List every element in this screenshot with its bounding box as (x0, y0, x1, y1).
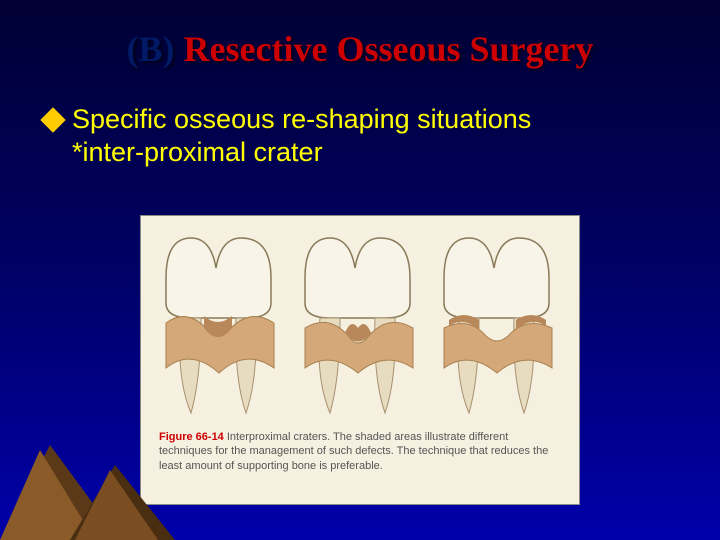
teeth-row (141, 216, 579, 426)
bullet-subtext: *inter-proximal crater (72, 137, 720, 168)
diamond-icon (40, 107, 65, 132)
mountain-decoration (0, 420, 200, 540)
slide-title: (B) Resective Osseous Surgery (0, 0, 720, 70)
tooth-pair-2 (295, 228, 425, 418)
figure-caption: Figure 66-14 Interproximal craters. The … (141, 426, 579, 481)
mountain-icon (75, 470, 158, 540)
tooth-pair-3 (434, 228, 564, 418)
figure-panel: Figure 66-14 Interproximal craters. The … (140, 215, 580, 505)
title-prefix: (B) (127, 29, 175, 69)
tooth-pair-1 (156, 228, 286, 418)
bullet-row: Specific osseous re-shaping situations (44, 104, 720, 135)
title-main: Resective Osseous Surgery (175, 29, 594, 69)
bullet-text: Specific osseous re-shaping situations (72, 104, 531, 135)
